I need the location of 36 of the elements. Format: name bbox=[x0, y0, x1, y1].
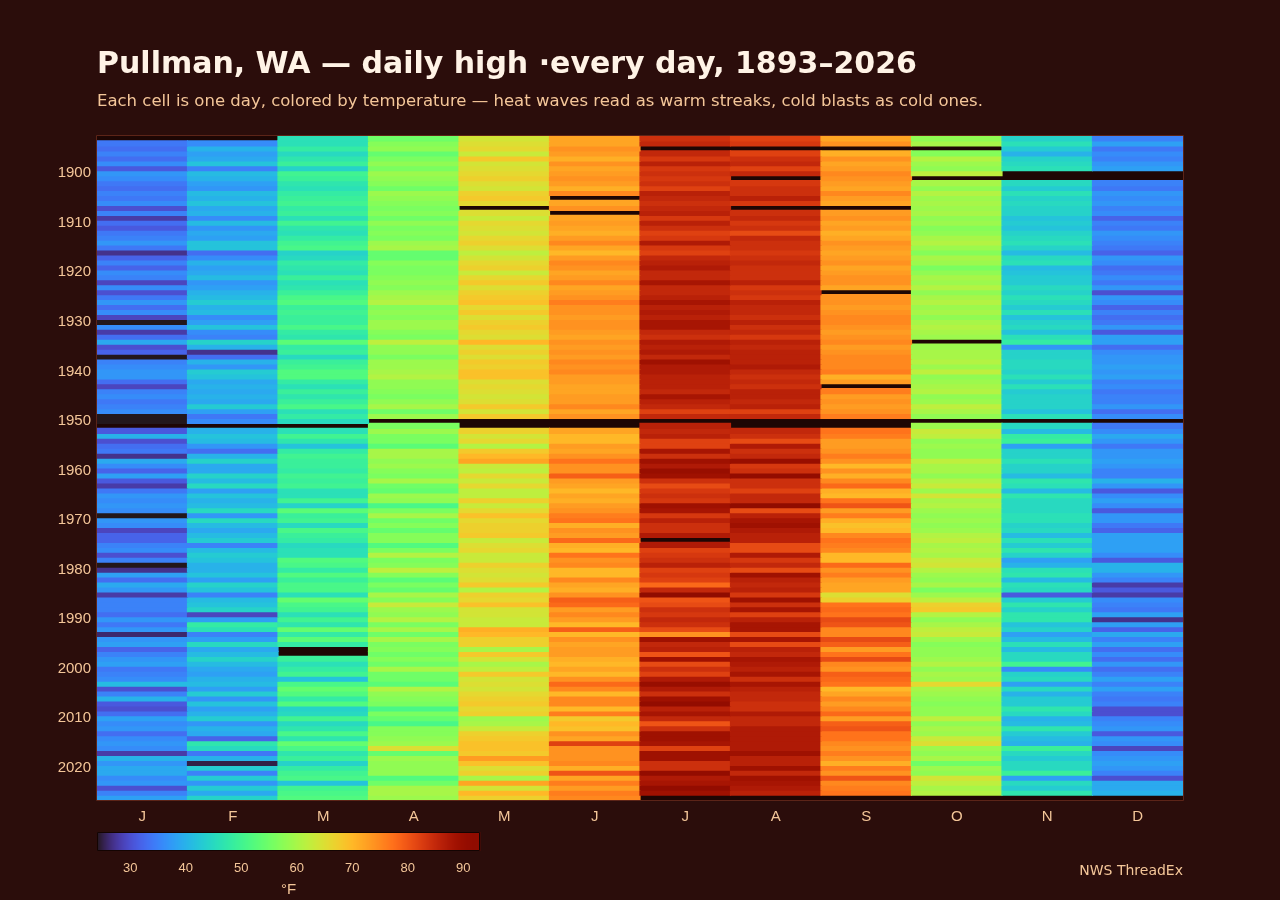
color-bar-label: 40 bbox=[178, 859, 194, 875]
y-tick-label: 2010 bbox=[57, 708, 91, 726]
y-tick-label: 1990 bbox=[57, 609, 91, 627]
chart-subtitle: Each cell is one day, colored by temperature — heat waves read as warm streaks, cold blasts as cold ones. bbox=[97, 91, 983, 110]
y-tick-label: 1910 bbox=[57, 212, 91, 230]
color-bar-label: 60 bbox=[289, 859, 305, 875]
y-tick-label: 1940 bbox=[57, 361, 91, 379]
y-tick-label: 2000 bbox=[57, 658, 91, 676]
y-tick-label: 1930 bbox=[57, 311, 91, 329]
color-bar-label: 90 bbox=[456, 859, 471, 875]
x-tick-label: J bbox=[681, 807, 689, 825]
x-tick-label: N bbox=[1041, 807, 1053, 825]
color-bar-label: 30 bbox=[123, 859, 138, 875]
x-tick-label: J bbox=[138, 807, 146, 825]
y-tick-label: 1900 bbox=[57, 163, 91, 181]
x-tick-label: J bbox=[591, 807, 599, 825]
x-tick-label: A bbox=[408, 807, 419, 825]
y-tick-label: 2020 bbox=[57, 757, 91, 775]
y-tick-label: 1960 bbox=[57, 460, 91, 478]
x-tick-label: F bbox=[228, 807, 238, 825]
x-tick-label: D bbox=[1132, 807, 1144, 825]
text: NWS ThreadEx bbox=[1079, 862, 1183, 878]
y-tick-label: 1920 bbox=[57, 262, 91, 280]
color-bar-label: 80 bbox=[400, 859, 416, 875]
color-bar-title: °F bbox=[280, 880, 297, 898]
x-tick-label: M bbox=[317, 807, 330, 825]
y-tick-label: 1980 bbox=[57, 559, 91, 577]
x-tick-label: O bbox=[950, 807, 963, 825]
x-tick-label: M bbox=[498, 807, 511, 825]
x-tick-label: A bbox=[770, 807, 781, 825]
y-tick-label: 1970 bbox=[57, 510, 91, 528]
color-bar-label: 70 bbox=[345, 859, 360, 875]
x-tick-label: S bbox=[861, 807, 872, 825]
color-bar-label: 50 bbox=[234, 859, 249, 875]
y-tick-label: 1950 bbox=[57, 411, 91, 429]
chart-title: Pullman, WA — daily high ·every day, 1893–2026 bbox=[97, 45, 917, 80]
